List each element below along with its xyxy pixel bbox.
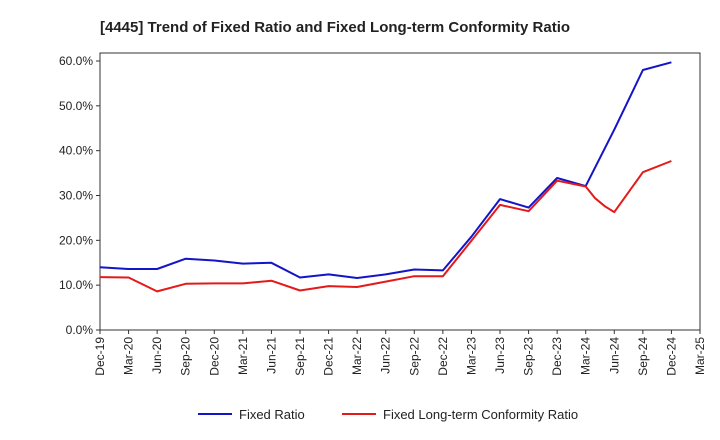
- x-tick-label: Jun-22: [379, 337, 393, 374]
- y-tick-label: 30.0%: [59, 189, 93, 203]
- y-tick-label: 50.0%: [59, 99, 93, 113]
- x-tick-label: Sep-22: [407, 337, 421, 376]
- x-tick-label: Mar-23: [464, 337, 478, 375]
- y-tick-label: 0.0%: [66, 323, 94, 337]
- x-tick-label: Dec-20: [207, 337, 221, 376]
- x-tick-label: Dec-24: [664, 337, 678, 376]
- y-tick-label: 60.0%: [59, 54, 93, 68]
- y-tick-labels: 0.0% 10.0% 20.0% 30.0% 40.0% 50.0% 60.0%: [59, 54, 93, 337]
- x-tick-label: Mar-22: [350, 337, 364, 375]
- x-tick-label: Jun-20: [150, 337, 164, 374]
- x-tick-label: Sep-21: [293, 337, 307, 376]
- y-tick-label: 40.0%: [59, 144, 93, 158]
- legend-label-0: Fixed Ratio: [239, 407, 305, 422]
- series-line-0: [99, 61, 672, 279]
- x-tick-label: Dec-22: [436, 337, 450, 376]
- x-tick-label: Sep-23: [522, 337, 536, 376]
- x-tick-label: Mar-24: [579, 337, 593, 375]
- axes: [96, 52, 701, 334]
- y-tick-label: 10.0%: [59, 278, 93, 292]
- series-line-1: [99, 160, 672, 293]
- x-tick-label: Sep-20: [179, 337, 193, 376]
- x-tick-label: Jun-21: [264, 337, 278, 374]
- x-tick-label: Dec-19: [93, 337, 107, 376]
- series-lines: [99, 61, 672, 293]
- plot-area: [99, 52, 701, 331]
- x-tick-label: Mar-20: [122, 337, 136, 375]
- x-tick-label: Mar-21: [236, 337, 250, 375]
- y-tick-label: 20.0%: [59, 233, 93, 247]
- x-tick-label: Dec-21: [322, 337, 336, 376]
- x-tick-labels: Dec-19 Mar-20 Jun-20 Sep-20 Dec-20 Mar-21 Jun-…: [93, 337, 707, 376]
- x-tick-label: Mar-25: [693, 337, 707, 375]
- x-tick-label: Sep-24: [636, 337, 650, 376]
- x-tick-label: Jun-24: [607, 337, 621, 374]
- x-tick-label: Dec-23: [550, 337, 564, 376]
- legend-label-1: Fixed Long-term Conformity Ratio: [383, 407, 578, 422]
- x-tick-label: Jun-23: [493, 337, 507, 374]
- chart-title: [4445] Trend of Fixed Ratio and Fixed Lo…: [100, 19, 570, 36]
- legend: Fixed Ratio Fixed Long-term Conformity Ra…: [198, 407, 578, 422]
